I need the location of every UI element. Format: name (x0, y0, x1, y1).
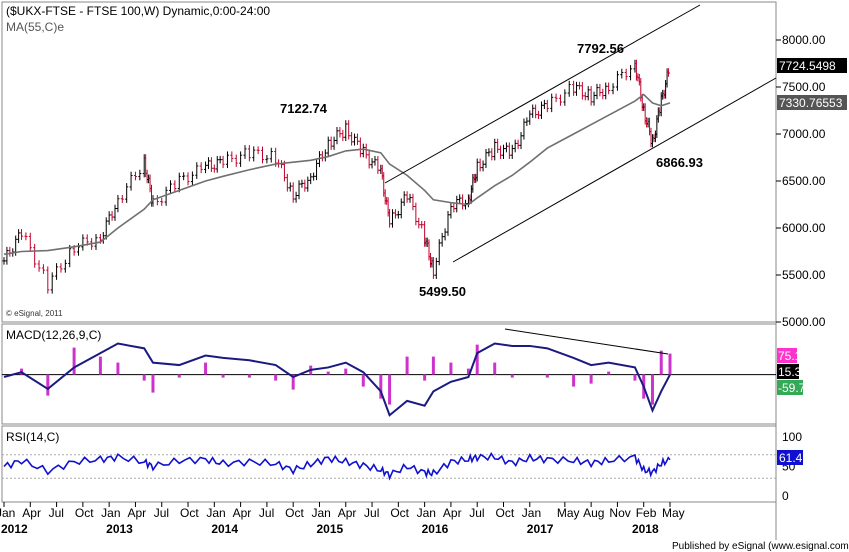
last-price-badge (777, 58, 847, 73)
macd-divergence-line (504, 328, 669, 355)
price-ytick-label: 8000.00 (782, 33, 826, 47)
ma-line (3, 93, 671, 256)
rsi-panel[interactable] (1, 425, 777, 503)
time-tick-label: Jul (49, 506, 64, 520)
rsi-label: RSI(14,C) (6, 430, 59, 444)
chart-title: ($UKX-FTSE - FTSE 100,W) Dynamic,0:00-24… (6, 4, 270, 18)
time-tick-label: May (662, 506, 685, 520)
time-tick-label: Aug (583, 506, 604, 520)
rsi-badge (777, 450, 803, 465)
annotation-low-2016: 5499.50 (419, 284, 466, 299)
last-price-value: 7724.5498 (779, 59, 836, 73)
rsi-ytick-label: 0 (782, 489, 789, 503)
time-tick-label: Apr (127, 506, 146, 520)
annotation-high-2015: 7122.74 (280, 101, 328, 116)
annotation-high-2018: 7792.56 (577, 41, 624, 56)
time-tick-label: Nov (609, 506, 630, 520)
time-tick-label: Jul (154, 506, 169, 520)
rsi-value: 61.4 (779, 451, 803, 465)
price-ytick-label: 5000.00 (782, 315, 826, 329)
macd-layer (2, 328, 776, 417)
annotation-low-2018: 6866.93 (656, 155, 703, 170)
price-ytick-label: 6500.00 (782, 174, 826, 188)
time-tick-label: Jul (469, 506, 484, 520)
time-tick-label: Jan (522, 506, 541, 520)
price-panel[interactable] (1, 1, 777, 323)
ma-value-badge (777, 95, 847, 110)
time-tick-label: Jan (311, 506, 330, 520)
macd-mid-value: 15.38 (778, 365, 808, 379)
year-label: 2014 (211, 522, 238, 536)
time-tick-label: Apr (443, 506, 462, 520)
ma-label: MA(55,C)e (6, 20, 64, 34)
time-tick-label: Oct (75, 506, 94, 520)
price-layer: 8000.00 7500.00 7000.00 6500.00 6000.00 5500.… (2, 33, 826, 329)
macd-panel[interactable] (1, 323, 777, 425)
year-label: 2017 (527, 522, 554, 536)
price-ytick-label: 6000.00 (782, 221, 826, 235)
macd-lower-badge (777, 380, 803, 395)
price-ytick-label: 7000.00 (782, 127, 826, 141)
time-tick-label: Jul (364, 506, 379, 520)
time-tick-label: Jan (206, 506, 225, 520)
time-tick-label: Apr (22, 506, 41, 520)
price-ytick-label: 7500.00 (782, 80, 826, 94)
time-tick-label: Jan (101, 506, 120, 520)
time-tick-label: Oct (496, 506, 515, 520)
time-tick-label: Feb (636, 506, 657, 520)
footer-text: Published by eSignal (www.esignal.com) (672, 541, 849, 552)
macd-upper-value: 75.11 (778, 349, 807, 363)
time-tick-label: Oct (180, 506, 199, 520)
price-ytick-label: 5500.00 (782, 268, 826, 282)
time-tick-label: Jan (417, 506, 436, 520)
year-label: 2016 (422, 522, 449, 536)
copyright: © eSignal, 2011 (6, 309, 63, 318)
time-tick-label: May (557, 506, 580, 520)
time-tick-label: Jan (0, 506, 15, 520)
axis-layer: Jan Apr Jul Oct Jan Apr Jul Oct Jan Apr Jul Oct Jan A… (0, 502, 685, 536)
time-tick-label: Apr (338, 506, 357, 520)
macd-upper-badge (777, 348, 797, 363)
macd-line (3, 342, 671, 417)
ma-value: 7330.76553 (779, 96, 843, 110)
rsi-line (3, 452, 671, 481)
macd-lower-value: -59.72 (778, 381, 812, 395)
time-tick-label: Oct (390, 506, 409, 520)
year-label: 2018 (632, 522, 659, 536)
rsi-ytick-label: 100 (782, 430, 802, 444)
year-label: 2013 (106, 522, 133, 536)
macd-mid-badge (777, 364, 799, 379)
year-label: 2012 (1, 522, 28, 536)
time-tick-label: Apr (233, 506, 252, 520)
year-label: 2015 (316, 522, 343, 536)
channel-lower-line (452, 77, 777, 263)
time-tick-label: Oct (285, 506, 304, 520)
time-tick-label: Jul (259, 506, 274, 520)
channel-upper-line (384, 4, 701, 184)
macd-label: MACD(12,26,9,C) (6, 328, 101, 342)
